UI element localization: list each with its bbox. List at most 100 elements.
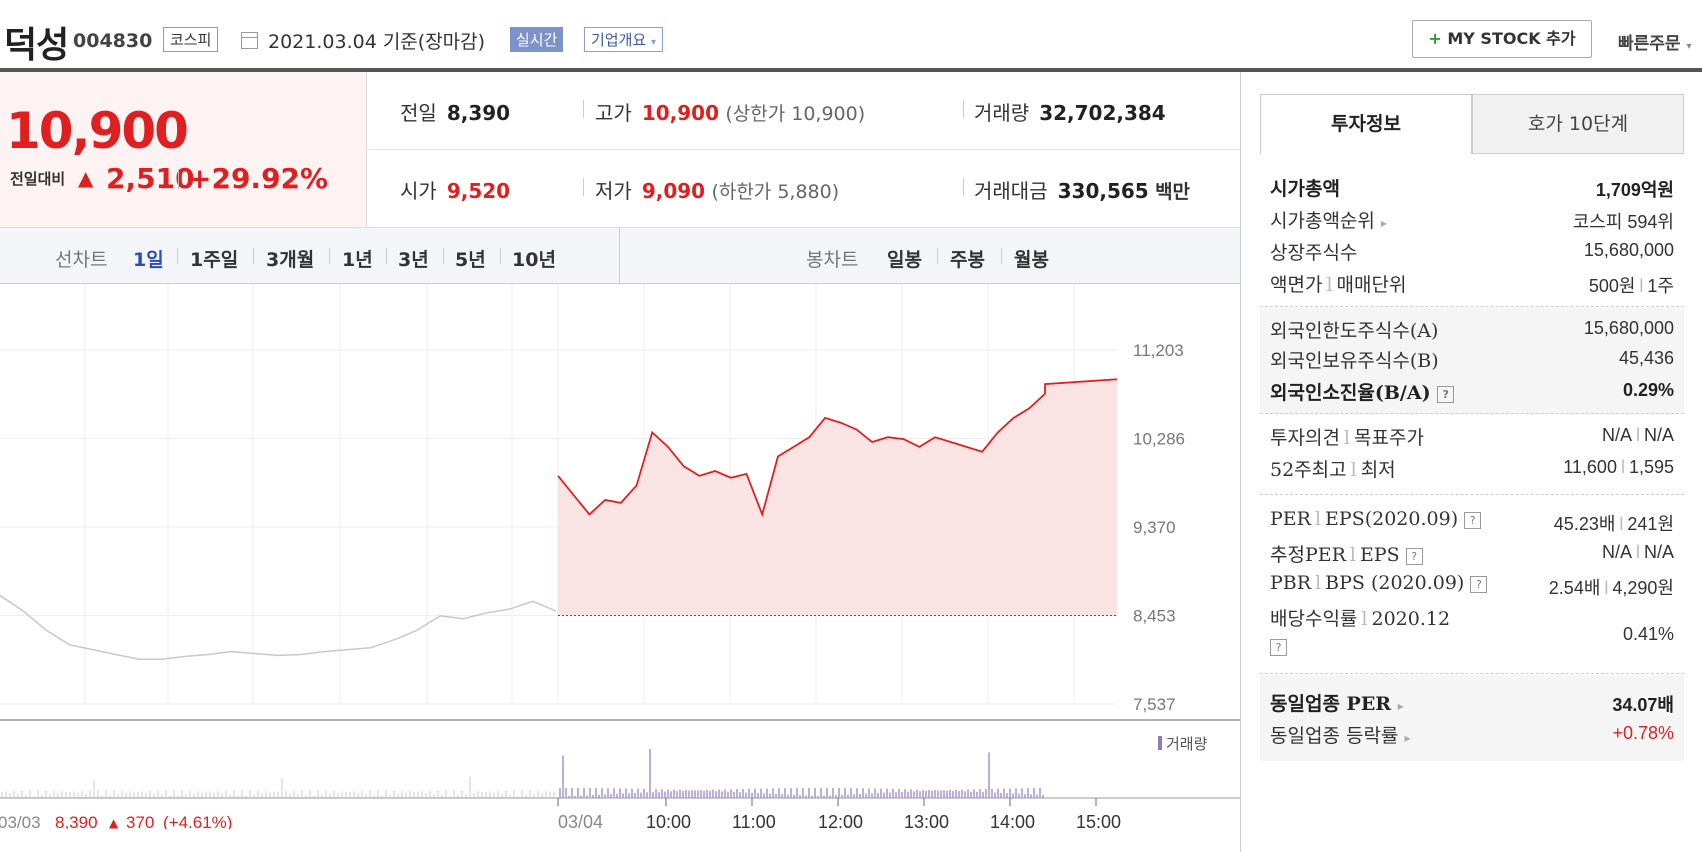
foreign-hold-value: 45,436 bbox=[1618, 348, 1674, 368]
period-3y[interactable]: 3년 bbox=[398, 249, 429, 271]
per-label: PER l EPS(2020.09) ? bbox=[1270, 508, 1482, 530]
intraday-chart[interactable]: 11,203 10,286 9,370 8,453 7,537 거래량 03/04 10:00… bbox=[0, 284, 1240, 829]
info-row: 시가총액 1,709억원 bbox=[1270, 174, 1674, 206]
info-row[interactable]: 시가총액순위 ▸ 코스피 594위 bbox=[1270, 206, 1674, 238]
divider bbox=[963, 100, 964, 118]
52w-value: 11,600 l 1,595 bbox=[1563, 457, 1674, 477]
price-stats: 전일 8,390 고가 10,900 (상한가 10,900) 거래량 32,702,… bbox=[367, 72, 1240, 228]
y-tick-label: 10,286 bbox=[1133, 430, 1185, 449]
pbr-label: PBR l BPS (2020.09) ? bbox=[1270, 572, 1488, 594]
stock-header: 덕성 004830 코스피 2021.03.04 기준(장마감) 실시간 기업개… bbox=[0, 0, 1702, 72]
price-change: 2,510 bbox=[106, 162, 195, 195]
period-10y[interactable]: 10년 bbox=[512, 249, 556, 271]
info-row: 외국인한도주식수(A) 15,680,000 bbox=[1270, 316, 1674, 348]
high-stat: 고가 10,900 (상한가 10,900) bbox=[595, 97, 865, 126]
open-label: 시가 bbox=[400, 179, 437, 203]
chevron-down-icon: ▾ bbox=[650, 37, 657, 48]
x-tick-label: 10:00 bbox=[646, 812, 691, 829]
info-row: 외국인소진율(B/A) ? 0.29% bbox=[1270, 378, 1674, 410]
prev-day-line bbox=[0, 594, 557, 661]
y-tick-label: 7,537 bbox=[1133, 695, 1176, 714]
shares-label: 상장주식수 bbox=[1270, 242, 1358, 264]
opinion-section: 투자의견 l 목표주가 N/A l N/A 52주최고 l 최저 11,600 l 1,595 bbox=[1260, 415, 1684, 495]
divider bbox=[1001, 248, 1002, 264]
add-my-stock-button[interactable]: + MY STOCK 추가 bbox=[1412, 20, 1592, 58]
est-per-label: 추정PER l EPS ? bbox=[1270, 540, 1423, 567]
stock-code: 004830 bbox=[73, 30, 153, 52]
low-value: 9,090 bbox=[641, 179, 706, 203]
amount-unit: 백만 bbox=[1155, 181, 1191, 203]
opinion-label: 투자의견 l 목표주가 bbox=[1270, 427, 1424, 449]
opinion-value: N/A l N/A bbox=[1601, 425, 1674, 445]
x-tick-label: 14:00 bbox=[990, 812, 1035, 829]
amount-value: 330,565 bbox=[1057, 179, 1149, 203]
par-label: 액면가 l 매매단위 bbox=[1270, 274, 1407, 296]
chevron-right-icon: ▸ bbox=[1404, 731, 1411, 745]
y-tick-label: 9,370 bbox=[1133, 518, 1176, 537]
candle-daily[interactable]: 일봉 bbox=[887, 249, 922, 271]
divider bbox=[583, 178, 584, 196]
period-1y[interactable]: 1년 bbox=[342, 249, 373, 271]
market-cap-section: 시가총액 1,709억원 시가총액순위 ▸ 코스피 594위 상장주식수 15,680… bbox=[1260, 164, 1684, 307]
divider bbox=[329, 248, 330, 264]
sector-per-value: 34.07배 bbox=[1612, 695, 1674, 715]
company-overview-dropdown[interactable]: 기업개요 ▾ bbox=[584, 27, 664, 52]
info-row: 외국인보유주식수(B) 45,436 bbox=[1270, 346, 1674, 378]
info-row: PER l EPS(2020.09) ? 45.23배 l 241원 bbox=[1270, 508, 1674, 540]
volume-label: 거래량 bbox=[974, 101, 1030, 125]
divider bbox=[386, 248, 387, 264]
prev-day-compare-label: 전일대비 bbox=[10, 170, 66, 188]
info-row: PBR l BPS (2020.09) ? 2.54배 l 4,290원 bbox=[1270, 572, 1674, 604]
market-cap-label: 시가총액 bbox=[1270, 178, 1340, 200]
help-icon[interactable]: ? bbox=[1405, 547, 1423, 565]
x-tick-label: 13:00 bbox=[904, 812, 949, 829]
info-row[interactable]: 동일업종 PER ▸ 34.07배 bbox=[1270, 689, 1674, 721]
chart-period-bar: 선차트 1일 1주일 3개월 1년 3년 5년 10년 봉차트 일봉 주봉 월봉 bbox=[0, 228, 1240, 284]
period-1d[interactable]: 1일 bbox=[133, 249, 164, 271]
shares-value: 15,680,000 bbox=[1583, 240, 1674, 260]
x-tick-label: 15:00 bbox=[1076, 812, 1121, 829]
x-tick-label: 12:00 bbox=[818, 812, 863, 829]
info-row: 52주최고 l 최저 11,600 l 1,595 bbox=[1270, 455, 1674, 487]
high-value: 10,900 bbox=[641, 101, 719, 125]
line-chart-label: 선차트 bbox=[55, 249, 108, 271]
tab-orderbook[interactable]: 호가 10단계 bbox=[1472, 94, 1684, 154]
divider bbox=[619, 228, 620, 284]
prev-close-label: 전일 bbox=[400, 101, 437, 125]
help-icon[interactable]: ? bbox=[1464, 511, 1482, 529]
quick-order-button[interactable]: 빠른주문 ▾ bbox=[1618, 29, 1692, 54]
footer-price: 8,390 bbox=[55, 813, 98, 829]
candle-monthly[interactable]: 월봉 bbox=[1014, 249, 1049, 271]
today-area bbox=[558, 379, 1117, 616]
lower-limit: (하한가 5,880) bbox=[711, 181, 840, 203]
help-icon[interactable]: ? bbox=[1437, 385, 1455, 403]
help-icon[interactable]: ? bbox=[1270, 639, 1287, 656]
par-value: 500원 l 1주 bbox=[1588, 276, 1674, 296]
date-text: 2021.03.04 기준(장마감) bbox=[268, 31, 486, 53]
sector-change-value: +0.78% bbox=[1612, 723, 1674, 743]
realtime-button[interactable]: 실시간 bbox=[510, 27, 564, 52]
footer-change: 370 bbox=[126, 813, 154, 829]
period-3m[interactable]: 3개월 bbox=[266, 249, 315, 271]
price-change-percent: +29.92% bbox=[188, 162, 329, 195]
period-5y[interactable]: 5년 bbox=[455, 249, 486, 271]
foreign-section: 외국인한도주식수(A) 15,680,000 외국인보유주식수(B) 45,436 … bbox=[1260, 308, 1684, 414]
calendar-icon bbox=[241, 32, 258, 49]
info-row: 배당수익률 l 2020.12? 0.41% bbox=[1270, 604, 1674, 664]
candle-weekly[interactable]: 주봉 bbox=[950, 249, 985, 271]
sector-section: 동일업종 PER ▸ 34.07배 동일업종 등락률 ▸ +0.78% bbox=[1260, 675, 1684, 761]
info-row: 투자의견 l 목표주가 N/A l N/A bbox=[1270, 423, 1674, 455]
help-icon[interactable]: ? bbox=[1470, 575, 1488, 593]
info-row: 상장주식수 15,680,000 bbox=[1270, 238, 1674, 270]
info-row[interactable]: 동일업종 등락률 ▸ +0.78% bbox=[1270, 721, 1674, 753]
foreign-limit-value: 15,680,000 bbox=[1583, 318, 1674, 338]
footer-date: 03/03 bbox=[0, 813, 41, 829]
period-1w[interactable]: 1주일 bbox=[190, 249, 239, 271]
x-tick-label: 11:00 bbox=[732, 812, 776, 829]
quick-order-label: 빠른주문 bbox=[1618, 34, 1681, 54]
tab-invest-info[interactable]: 투자정보 bbox=[1260, 94, 1472, 154]
plus-icon: + bbox=[1428, 29, 1442, 48]
amount-stat: 거래대금 330,565 백만 bbox=[974, 175, 1190, 204]
current-price: 10,900 bbox=[6, 102, 189, 160]
divider bbox=[963, 178, 964, 196]
